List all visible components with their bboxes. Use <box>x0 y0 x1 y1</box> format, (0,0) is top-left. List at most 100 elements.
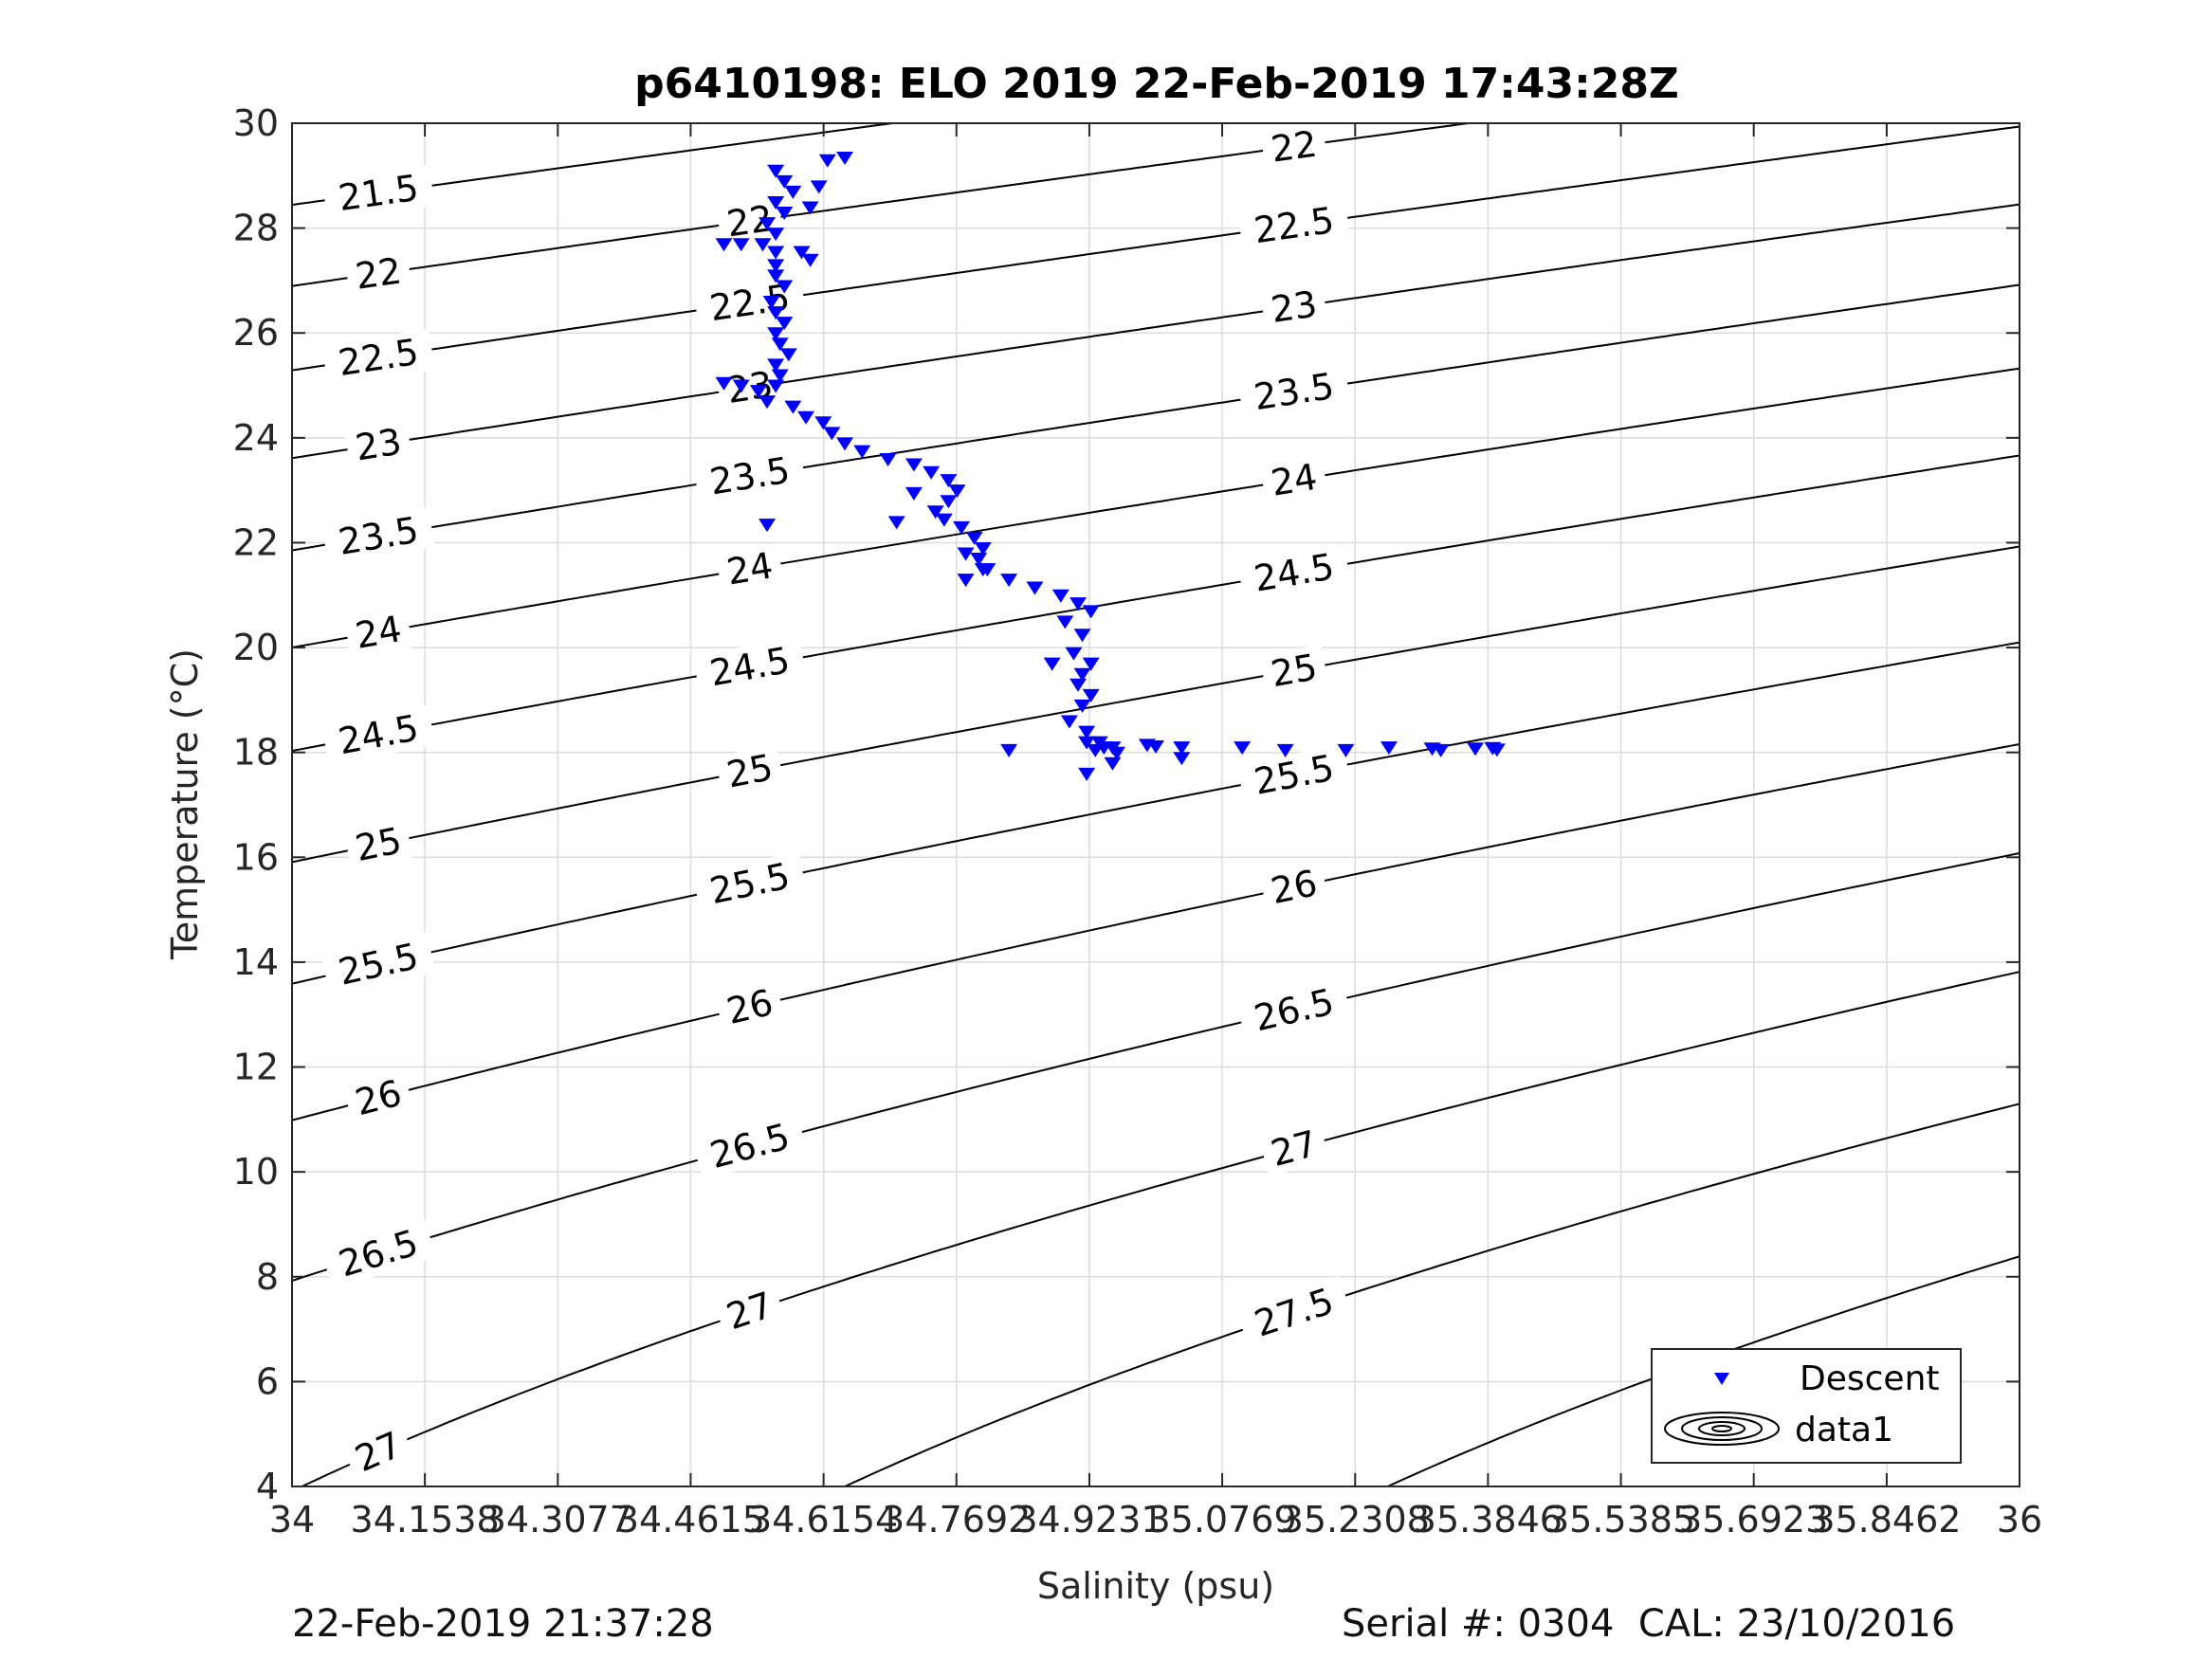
descent-point <box>814 416 832 430</box>
contour-label-text: 23.5 <box>336 509 422 563</box>
contour-label-bg <box>320 932 436 996</box>
contour-label: 24.5 <box>1236 542 1351 603</box>
contour-line <box>292 641 2020 985</box>
descent-point <box>767 164 785 178</box>
descent-point <box>887 516 905 530</box>
contour-label-text: 24.5 <box>335 706 421 762</box>
descent-point <box>1337 743 1355 757</box>
descent-point <box>797 410 815 425</box>
contour-line <box>292 454 2020 752</box>
contour-label-bg <box>343 606 413 659</box>
descent-point <box>836 437 854 451</box>
contour-label-text: 23.5 <box>707 449 793 503</box>
contour-label: 25 <box>343 817 413 871</box>
descent-point <box>762 296 780 310</box>
contour-label-text: 22.5 <box>1252 199 1337 251</box>
x-tick-label: 35.5385 <box>1546 1499 1695 1540</box>
contour-label-bg <box>715 542 784 595</box>
contour-label: 26.5 <box>320 1217 437 1289</box>
descent-point <box>836 151 854 165</box>
contour-label-bg <box>692 851 808 916</box>
contour-label: 23.5 <box>693 447 807 505</box>
contour-line <box>842 1103 2020 1486</box>
descent-point <box>767 327 785 341</box>
descent-point <box>767 195 785 210</box>
contour-label-bg <box>321 164 435 222</box>
descent-point <box>732 379 750 393</box>
descent-point <box>1069 597 1088 611</box>
grid <box>292 123 2020 1486</box>
descent-point <box>1380 741 1398 756</box>
y-tick-label: 4 <box>256 1466 279 1507</box>
y-tick-label: 28 <box>233 208 279 249</box>
legend-descent-label: Descent <box>1800 1359 1940 1398</box>
contour-label-text: 25 <box>1268 646 1320 695</box>
legend: Descent data1 <box>1651 1348 1962 1464</box>
descent-point <box>1484 741 1502 756</box>
descent-point <box>801 253 819 267</box>
footer-timestamp: 22-Feb-2019 21:37:28 <box>292 1602 714 1646</box>
contour-label-bg <box>1235 1275 1352 1350</box>
y-tick-label: 6 <box>256 1360 279 1402</box>
descent-point <box>926 505 944 520</box>
descent-point <box>1078 725 1096 739</box>
contour-label-bg <box>1237 197 1351 254</box>
descent-point <box>771 337 789 352</box>
y-tick-label: 12 <box>233 1047 279 1088</box>
descent-point <box>1060 715 1078 729</box>
contour-label: 23 <box>344 419 413 470</box>
contour-line <box>292 545 2020 864</box>
contour-label: 25.5 <box>320 932 436 996</box>
contour-label: 22.5 <box>1237 197 1351 254</box>
descent-point <box>957 547 975 561</box>
contour-label-bg <box>714 979 785 1035</box>
contour-label: 25.5 <box>692 851 808 916</box>
descent-point <box>965 531 983 545</box>
contour-label: 21.5 <box>321 164 435 222</box>
x-tick-label: 35.3846 <box>1414 1499 1563 1540</box>
contour-label: 25.5 <box>1236 743 1351 806</box>
descent-point <box>974 563 992 577</box>
descent-point <box>1073 667 1091 682</box>
contour-label-text: 24.5 <box>1251 545 1337 599</box>
y-tick-label: 14 <box>233 941 279 983</box>
descent-point <box>784 400 802 414</box>
contour-label: 22.5 <box>321 328 435 387</box>
contour-label: 23 <box>1259 282 1328 333</box>
contour-label: 24 <box>343 606 413 659</box>
contour-line <box>292 367 2020 648</box>
descent-point <box>905 458 923 472</box>
descent-point <box>879 452 897 466</box>
contour-label: 26.5 <box>1236 977 1352 1043</box>
descent-point <box>948 484 966 499</box>
x-tick-label: 34.3077 <box>484 1499 632 1540</box>
x-tick-label: 35.8462 <box>1812 1499 1961 1540</box>
contour-label-text: 25 <box>723 746 777 795</box>
footer-serial-calibration: Serial #: 0304 CAL: 23/10/2016 <box>1342 1602 1956 1646</box>
descent-point <box>759 395 777 410</box>
legend-contour-label: data1 <box>1795 1411 1893 1449</box>
descent-point <box>940 495 958 509</box>
contour-label-bg <box>1259 644 1329 697</box>
contour-label-bg <box>1260 121 1328 172</box>
y-tick-label: 8 <box>256 1256 279 1298</box>
x-tick-label: 34.9231 <box>1015 1499 1163 1540</box>
contour-label-text: 25 <box>352 819 405 869</box>
contour-label-text: 23 <box>1269 283 1320 330</box>
y-tick-label: 16 <box>233 836 279 878</box>
y-tick-label: 26 <box>233 312 279 354</box>
contour-label-text: 27.5 <box>1250 1280 1339 1344</box>
descent-point <box>759 217 777 231</box>
contour-label-text: 24 <box>352 608 404 657</box>
descent-point <box>801 201 819 215</box>
contour-label-text: 26 <box>1268 862 1321 912</box>
contour-label-text: 21.5 <box>336 167 421 219</box>
x-tick-label: 34.1538 <box>351 1499 500 1540</box>
y-axis-label: Temperature (°C) <box>164 648 206 960</box>
y-tick-label: 18 <box>233 732 279 774</box>
contour-label-bg <box>715 744 785 798</box>
contour-label-text: 25.5 <box>335 935 422 993</box>
contour-label: 26 <box>714 979 785 1035</box>
descent-point <box>771 369 789 383</box>
contour-label-bg <box>1259 454 1328 506</box>
